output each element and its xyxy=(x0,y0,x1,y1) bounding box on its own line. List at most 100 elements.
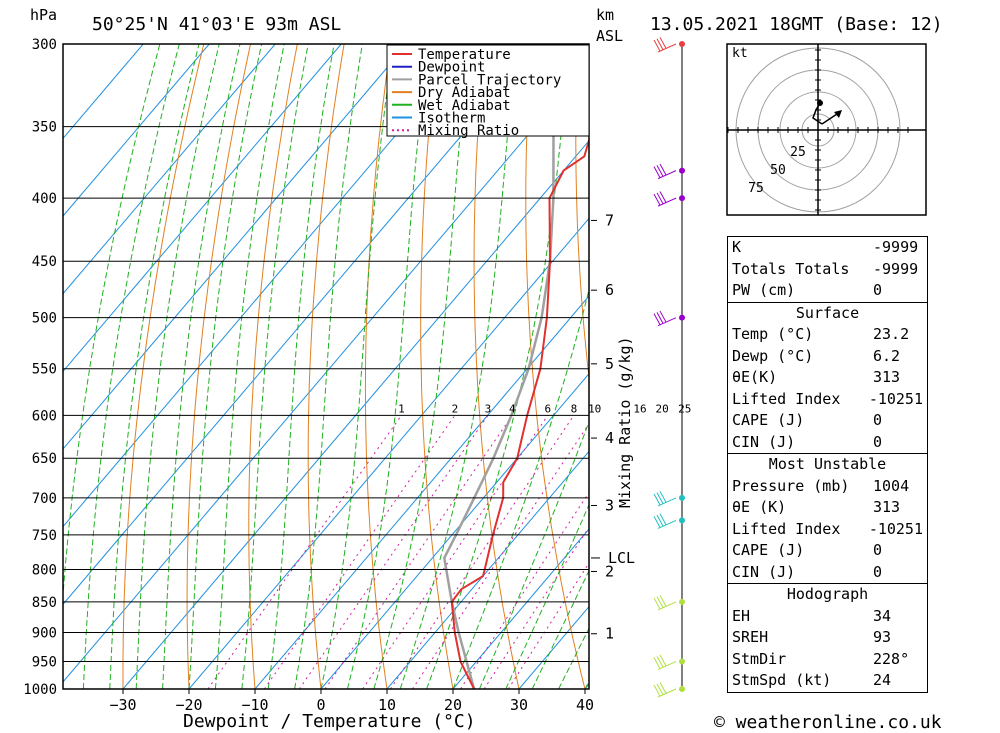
hodograph-ring-label: 50 xyxy=(770,163,786,178)
wind-barb-feather xyxy=(659,191,667,203)
pressure-tick-label: 1000 xyxy=(23,682,57,698)
mixing-ratio-labels: 1 2 3 4 6 8 10 16 20 25 xyxy=(398,402,691,415)
index-label: Temp (°C) xyxy=(732,325,814,343)
indices-table: K -9999 Totals Totals -9999 PW (cm) 0 Surface… xyxy=(727,236,928,693)
profiles xyxy=(442,44,589,689)
km-tick-label: 6 xyxy=(605,281,614,299)
index-value: 0 xyxy=(873,562,883,581)
index-value: -10251 xyxy=(868,389,923,408)
location-title: 50°25'N 41°03'E 93m ASL xyxy=(92,14,341,35)
wind-barb xyxy=(653,682,677,698)
index-label: CAPE (J) xyxy=(732,541,805,559)
wind-barb xyxy=(653,191,677,207)
km-tick-label: 3 xyxy=(605,497,614,515)
wind-level-dot xyxy=(679,517,685,524)
most-unstable-title: Most Unstable xyxy=(768,455,887,473)
wind-barb-shaft xyxy=(657,497,677,507)
wind-barb-feather xyxy=(653,166,661,178)
x-axis-title: Dewpoint / Temperature (°C) xyxy=(183,711,476,732)
temperature-tick-label: −30 xyxy=(109,696,136,714)
wind-barb-feather xyxy=(656,165,664,177)
pressure-tick-label: 650 xyxy=(32,451,57,467)
index-row: θE(K) 313 xyxy=(728,367,927,389)
legend-entry: Parcel Trajectory xyxy=(418,72,561,88)
isotherm-line xyxy=(63,44,408,450)
pressure-tick-label: 700 xyxy=(32,491,57,507)
index-label: Dewp (°C) xyxy=(732,346,814,365)
wet-adiabat xyxy=(241,44,309,689)
isotherm-line xyxy=(452,528,589,689)
wind-level-dot xyxy=(679,494,685,501)
index-label: Totals Totals xyxy=(732,259,850,278)
hodograph-trace xyxy=(812,102,823,125)
index-row: Totals Totals -9999 xyxy=(728,259,927,281)
pressure-tick-label: 450 xyxy=(32,254,57,270)
mixing-ratio-label: 6 xyxy=(544,402,551,415)
index-row: PW (cm) 0 xyxy=(728,280,927,302)
isotherm-line xyxy=(188,217,589,689)
mixing-ratio-line xyxy=(263,415,456,689)
km-tick-label: 2 xyxy=(605,562,614,580)
wind-profile xyxy=(653,37,685,698)
index-label: Pressure (mb) xyxy=(732,476,850,495)
asl-unit: ASL xyxy=(596,27,623,45)
legend-entry: Dry Adiabat xyxy=(418,85,511,101)
wind-level-dot xyxy=(679,658,685,665)
index-value: 1004 xyxy=(873,476,910,495)
km-tick-label: 1 xyxy=(605,625,614,643)
wind-barb-feather xyxy=(653,684,661,697)
index-label: θE(K) xyxy=(732,368,778,386)
pressure-tick-label: 550 xyxy=(32,362,57,378)
index-row: Pressure (mb) 1004 xyxy=(728,476,927,498)
storm-motion-arrowhead xyxy=(834,110,842,118)
mixing-ratio-line xyxy=(389,415,575,689)
index-row: SREH 93 xyxy=(728,627,927,649)
pressure-grid xyxy=(63,43,589,690)
temperature-tick-label: −20 xyxy=(175,696,202,714)
wind-barb-feather xyxy=(656,655,664,668)
index-label: StmDir xyxy=(732,649,787,668)
pressure-tick-label: 800 xyxy=(32,562,57,578)
isotherm-line xyxy=(320,372,589,689)
wind-barb-feather xyxy=(659,654,667,667)
temperature-tick-label: 0 xyxy=(316,696,325,714)
wind-barb-feather xyxy=(659,310,667,323)
hodograph-ring-label: 25 xyxy=(790,145,806,160)
temperature-tick-label: 30 xyxy=(510,696,528,714)
dry-adiabat xyxy=(952,44,1000,689)
wet-adiabat xyxy=(214,44,285,689)
wind-barb xyxy=(653,310,677,327)
pressure-tick-label: 900 xyxy=(32,626,57,642)
index-value: 23.2 xyxy=(873,325,910,343)
wet-adiabat xyxy=(109,44,200,689)
pressure-tick-label: 300 xyxy=(32,37,57,53)
wind-level-dot xyxy=(679,41,685,47)
mixing-ratio-label: 4 xyxy=(509,402,516,415)
index-value: 93 xyxy=(873,628,892,646)
index-label: θE (K) xyxy=(732,498,787,516)
legend-entry: Dewpoint xyxy=(418,60,485,76)
mixing-ratio-line xyxy=(207,415,402,689)
wind-barb-shaft xyxy=(657,519,677,529)
wind-barb xyxy=(653,513,677,529)
wind-barb-shaft xyxy=(657,661,677,670)
copyright: © weatheronline.co.uk xyxy=(714,712,942,733)
hodograph: kt 25 50 75 xyxy=(726,43,927,216)
isotherm-line xyxy=(122,139,589,689)
index-value: 24 xyxy=(873,671,892,689)
wind-barb-shaft xyxy=(657,197,677,207)
wind-barb-feather xyxy=(653,597,661,610)
index-value: -9999 xyxy=(873,259,919,278)
dry-adiabat xyxy=(624,44,717,689)
index-label: Lifted Index xyxy=(732,519,841,538)
index-value: 313 xyxy=(873,368,901,386)
wind-barb-feather xyxy=(659,491,667,503)
index-row: CIN (J) 0 xyxy=(728,432,927,454)
isotherm-line xyxy=(63,44,276,295)
index-row: CAPE (J) 0 xyxy=(728,540,927,562)
wind-barb-feather xyxy=(659,513,667,526)
km-tick-label: 5 xyxy=(605,355,614,373)
isotherm-line xyxy=(386,450,589,689)
hodograph-unit: kt xyxy=(732,46,748,61)
